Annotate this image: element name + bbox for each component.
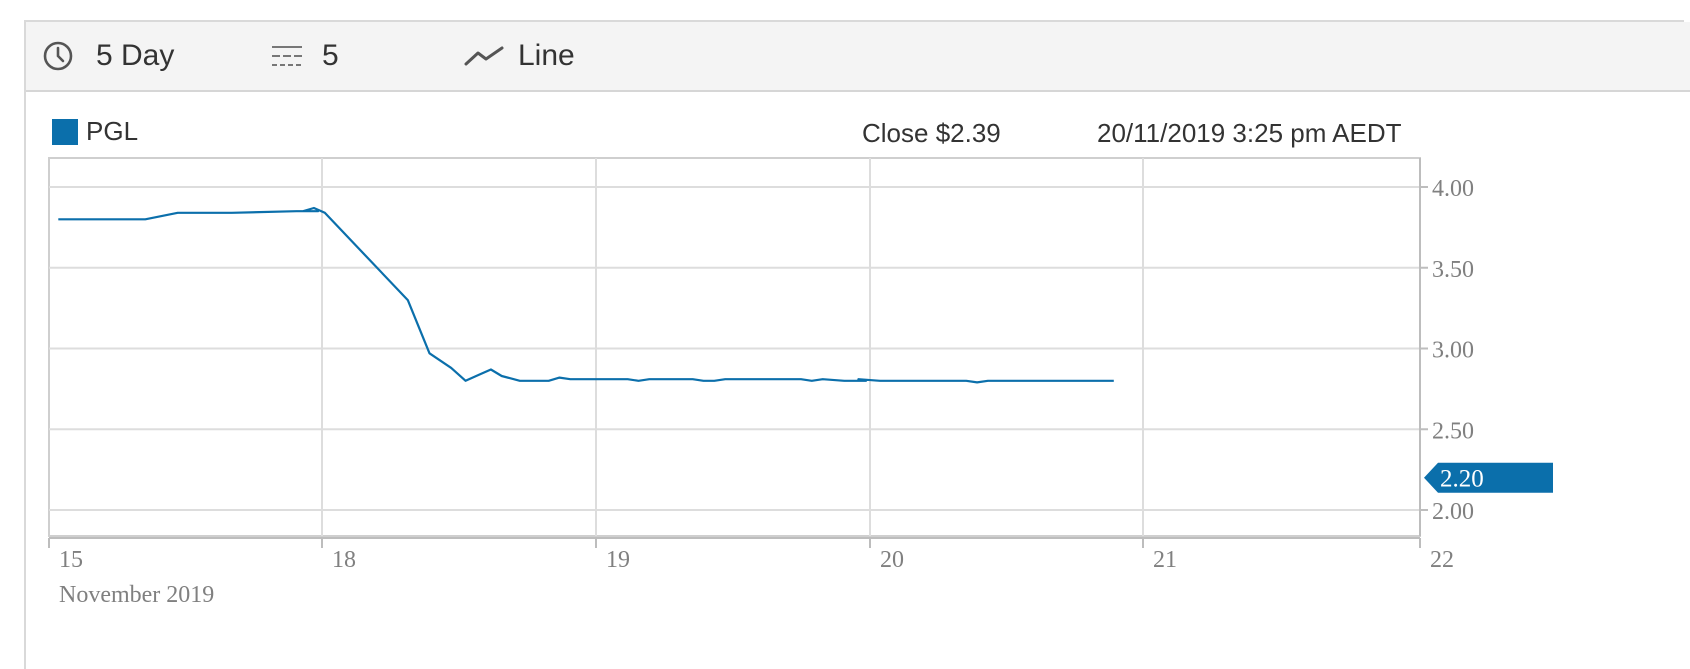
- y-tick-label: 3.00: [1432, 338, 1474, 364]
- line-chart-icon: [464, 44, 504, 68]
- datetime-text: 20/11/2019 3:25 pm AEDT: [1097, 118, 1402, 148]
- y-tick-label: 2.50: [1432, 418, 1474, 444]
- x-tick-label: 15: [59, 547, 83, 573]
- legend-series-name: PGL: [86, 116, 139, 146]
- y-tick-label: 3.50: [1432, 257, 1474, 283]
- chart-type-label: Line: [518, 39, 575, 72]
- clock-icon: [42, 40, 74, 72]
- plot-area-border: [48, 157, 1421, 537]
- interval-label: 5: [322, 39, 339, 72]
- chart-frame: [24, 20, 1684, 669]
- x-tick-label: 20: [880, 547, 904, 573]
- series-line-pgl[interactable]: [58, 206, 1114, 384]
- x-tick-label: 22: [1430, 547, 1454, 573]
- x-tick-label: 18: [332, 547, 356, 573]
- period-label: 5 Day: [96, 39, 175, 72]
- chart-type-selector[interactable]: Line: [464, 22, 575, 90]
- close-price-text: Close $2.39: [862, 118, 1001, 148]
- last-value-marker: [1424, 462, 1553, 493]
- y-tick-label: 2.00: [1432, 499, 1474, 525]
- interval-lines-icon: [270, 43, 304, 69]
- x-tick-label: 21: [1153, 547, 1177, 573]
- last-value-label: 2.20: [1440, 466, 1484, 493]
- series-legend[interactable]: PGL: [52, 116, 138, 147]
- y-tick-label: 4.00: [1432, 176, 1474, 202]
- x-tick-label: 19: [606, 547, 630, 573]
- legend-swatch: [52, 118, 78, 145]
- period-selector[interactable]: 5 Day: [42, 22, 174, 90]
- chart-toolbar: 5 Day 5 Line: [26, 22, 1690, 92]
- x-axis-sublabel: November 2019: [59, 582, 214, 608]
- interval-selector[interactable]: 5: [270, 22, 339, 90]
